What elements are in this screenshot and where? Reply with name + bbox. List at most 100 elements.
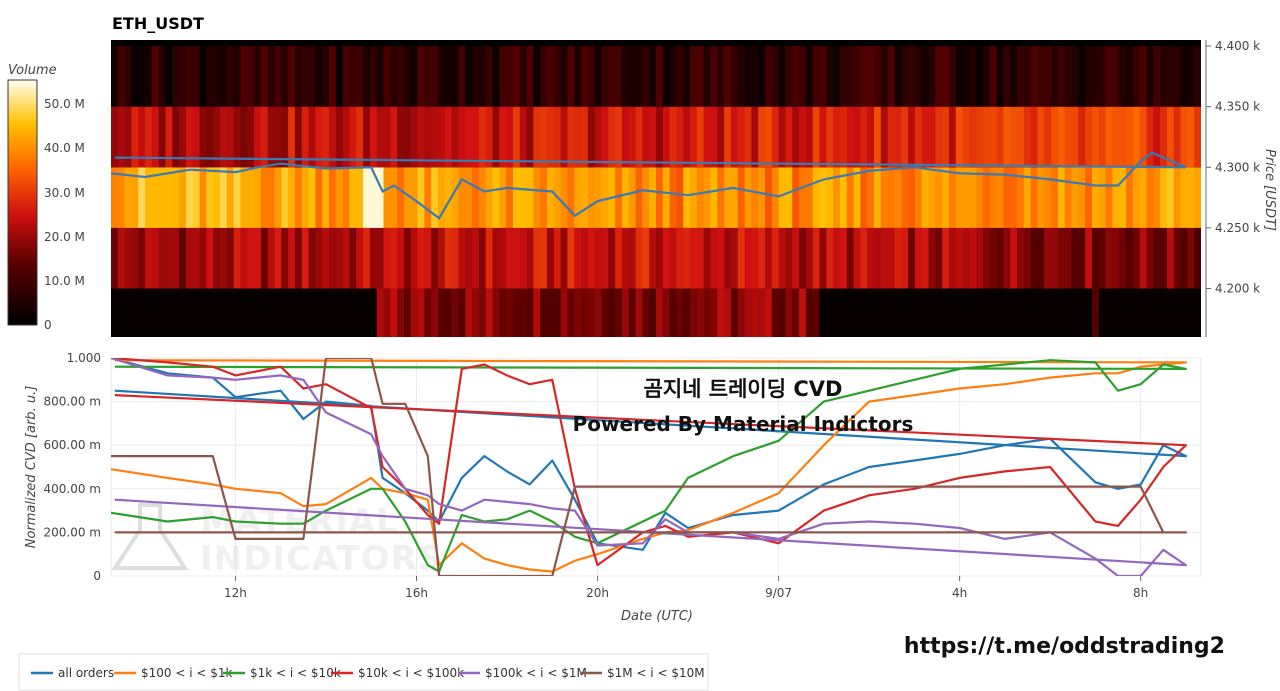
heatmap-cell bbox=[424, 106, 432, 168]
legend-item[interactable]: $1k < i < $10k bbox=[250, 666, 341, 680]
heatmap-cell bbox=[908, 167, 916, 228]
heatmap-cell bbox=[608, 227, 616, 289]
heatmap-cell bbox=[1010, 167, 1018, 228]
legend-item[interactable]: $100k < i < $1M bbox=[485, 666, 587, 680]
heatmap-cell bbox=[560, 106, 569, 168]
heatmap-cell bbox=[301, 46, 310, 107]
heatmap-cell bbox=[996, 227, 1005, 289]
heatmap-cell bbox=[656, 106, 664, 168]
heatmap-cell bbox=[472, 227, 480, 289]
heatmap-cell bbox=[526, 167, 534, 228]
heatmap-cell bbox=[376, 167, 385, 228]
heatmap-cell bbox=[329, 46, 337, 107]
heatmap-cell bbox=[955, 46, 964, 107]
heatmap-cell bbox=[628, 288, 637, 337]
heatmap-cell bbox=[329, 167, 337, 228]
heatmap-cell bbox=[833, 167, 841, 228]
heatmap-cell bbox=[621, 106, 630, 168]
heatmap-cell bbox=[1085, 46, 1093, 107]
heatmap-cell bbox=[322, 167, 330, 228]
heatmap-cell bbox=[281, 46, 289, 107]
heatmap-cell bbox=[812, 46, 821, 107]
heatmap-cell bbox=[131, 46, 139, 107]
heatmap-cell bbox=[451, 46, 460, 107]
heatmap-cell bbox=[254, 227, 262, 289]
heatmap-cell bbox=[1112, 46, 1120, 107]
heatmap-cell bbox=[792, 167, 800, 228]
telegram-link[interactable]: https://t.me/oddstrading2 bbox=[904, 634, 1225, 659]
heatmap-cell bbox=[492, 46, 500, 107]
heatmap-cell bbox=[342, 106, 351, 168]
heatmap-cell bbox=[887, 227, 896, 289]
heatmap-cell bbox=[989, 46, 998, 107]
heatmap-cell bbox=[1187, 46, 1195, 107]
heatmap-cell bbox=[1166, 227, 1175, 289]
legend-item[interactable]: all orders bbox=[58, 666, 114, 680]
heatmap-cell bbox=[914, 167, 923, 228]
price-tick-label: 4.200 k bbox=[1215, 282, 1260, 296]
heatmap-cell bbox=[267, 106, 276, 168]
heatmap-cell bbox=[724, 167, 732, 228]
heatmap-cell bbox=[485, 227, 494, 289]
heatmap-cell bbox=[969, 106, 977, 168]
price-tick-label: 4.250 k bbox=[1215, 221, 1260, 235]
heatmap-cell bbox=[172, 106, 180, 168]
heatmap-cell bbox=[288, 106, 296, 168]
heatmap-cell bbox=[792, 106, 800, 168]
heatmap-cell bbox=[1105, 106, 1114, 168]
heatmap-cell bbox=[315, 167, 323, 228]
heatmap-cell bbox=[335, 106, 344, 168]
heatmap-cell bbox=[581, 106, 589, 168]
heatmap-cell bbox=[880, 227, 889, 289]
heatmap-cell bbox=[356, 167, 364, 228]
heatmap-cell bbox=[438, 288, 446, 337]
heatmap-cell bbox=[478, 288, 487, 337]
price-line bbox=[111, 151, 1187, 220]
heatmap-cell bbox=[662, 167, 671, 228]
heatmap-cell bbox=[485, 167, 494, 228]
heatmap-cell bbox=[901, 227, 909, 289]
heatmap-cell bbox=[1187, 288, 1195, 337]
heatmap-cell bbox=[628, 227, 637, 289]
heatmap-cell bbox=[1166, 106, 1175, 168]
heatmap-cell bbox=[512, 46, 521, 107]
heatmap-cell bbox=[1146, 106, 1154, 168]
heatmap-cell bbox=[179, 46, 187, 107]
heatmap-cell bbox=[1085, 227, 1093, 289]
heatmap-cell bbox=[1098, 106, 1107, 168]
heatmap-cell bbox=[846, 46, 855, 107]
heatmap-cell bbox=[724, 288, 732, 337]
legend-item[interactable]: $1M < i < $10M bbox=[607, 666, 705, 680]
heatmap-cell bbox=[690, 167, 698, 228]
heatmap-cell bbox=[1037, 288, 1045, 337]
heatmap-cell bbox=[587, 106, 596, 168]
heatmap-cell bbox=[846, 227, 855, 289]
heatmap-cell bbox=[969, 227, 977, 289]
heatmap-cell bbox=[322, 288, 330, 337]
heatmap-cell bbox=[417, 46, 425, 107]
heatmap-cell bbox=[656, 46, 664, 107]
heatmap-cell bbox=[397, 167, 405, 228]
heatmap-cell bbox=[117, 288, 126, 337]
heatmap-cell bbox=[240, 288, 248, 337]
heatmap-cell bbox=[1044, 46, 1052, 107]
heatmap-cell bbox=[1105, 288, 1114, 337]
heatmap-cell bbox=[1166, 167, 1175, 228]
heatmap-cell bbox=[553, 46, 562, 107]
legend-item[interactable]: $100 < i < $1k bbox=[141, 666, 233, 680]
legend-item[interactable]: $10k < i < $100k bbox=[358, 666, 464, 680]
heatmap-cell bbox=[451, 288, 460, 337]
heatmap-cell bbox=[656, 288, 664, 337]
heatmap-cell bbox=[424, 288, 432, 337]
heatmap-cell bbox=[553, 288, 562, 337]
heatmap-cell bbox=[1057, 288, 1066, 337]
heatmap-cell bbox=[1003, 167, 1011, 228]
heatmap-cell bbox=[1105, 46, 1114, 107]
heatmap-cell bbox=[853, 46, 861, 107]
heatmap-cell bbox=[499, 167, 507, 228]
heatmap-cell bbox=[172, 46, 180, 107]
heatmap-cell bbox=[649, 106, 657, 168]
heatmap-cell bbox=[1146, 167, 1154, 228]
heatmap-cell bbox=[138, 46, 146, 107]
heatmap-cell bbox=[846, 167, 855, 228]
